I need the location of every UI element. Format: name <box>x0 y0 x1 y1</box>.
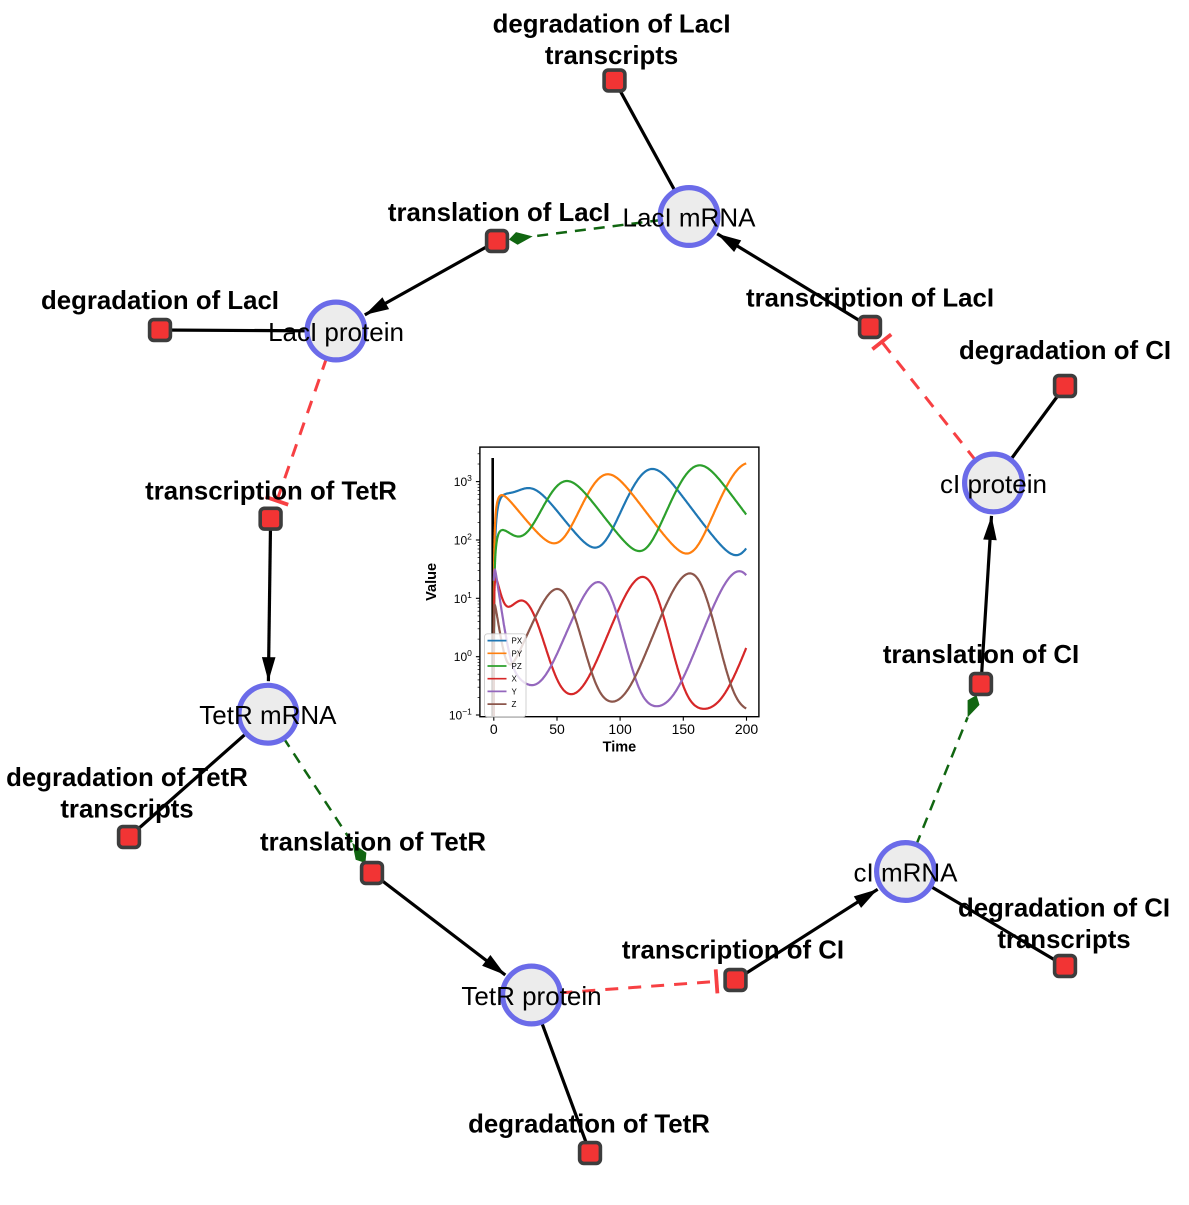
svg-text:degradation of TetR: degradation of TetR <box>468 1111 710 1139</box>
svg-text:Value: Value <box>424 563 440 601</box>
svg-text:translation of TetR: translation of TetR <box>260 829 486 857</box>
svg-text:100: 100 <box>608 721 632 737</box>
svg-text:degradation of CI: degradation of CI <box>959 337 1171 365</box>
svg-text:transcripts: transcripts <box>997 926 1130 954</box>
svg-text:Time: Time <box>603 740 637 756</box>
svg-text:Z: Z <box>512 700 517 709</box>
svg-text:PX: PX <box>512 637 523 646</box>
svg-text:translation of CI: translation of CI <box>883 641 1079 669</box>
svg-text:X: X <box>512 675 518 684</box>
svg-text:transcription of TetR: transcription of TetR <box>145 478 397 506</box>
svg-text:transcripts: transcripts <box>545 42 678 70</box>
svg-text:degradation of LacI: degradation of LacI <box>493 11 731 39</box>
svg-text:Y: Y <box>512 687 518 696</box>
svg-text:150: 150 <box>672 721 696 737</box>
svg-text:0: 0 <box>490 721 498 737</box>
svg-text:cI mRNA: cI mRNA <box>854 858 959 888</box>
svg-text:degradation of LacI: degradation of LacI <box>41 287 279 315</box>
svg-text:PZ: PZ <box>512 662 522 671</box>
svg-text:TetR protein: TetR protein <box>461 981 601 1011</box>
svg-text:transcripts: transcripts <box>60 796 193 824</box>
svg-text:PY: PY <box>512 649 523 658</box>
svg-text:translation of LacI: translation of LacI <box>388 199 610 227</box>
svg-text:transcription of CI: transcription of CI <box>622 937 844 965</box>
svg-text:degradation of TetR: degradation of TetR <box>6 764 248 792</box>
svg-text:50: 50 <box>549 721 565 737</box>
svg-text:200: 200 <box>735 721 759 737</box>
svg-text:degradation of CI: degradation of CI <box>958 895 1170 923</box>
svg-text:cI protein: cI protein <box>940 469 1047 499</box>
svg-text:LacI mRNA: LacI mRNA <box>623 203 757 233</box>
svg-text:TetR mRNA: TetR mRNA <box>199 700 337 730</box>
svg-text:transcription of LacI: transcription of LacI <box>746 284 994 312</box>
svg-text:LacI protein: LacI protein <box>268 317 404 347</box>
